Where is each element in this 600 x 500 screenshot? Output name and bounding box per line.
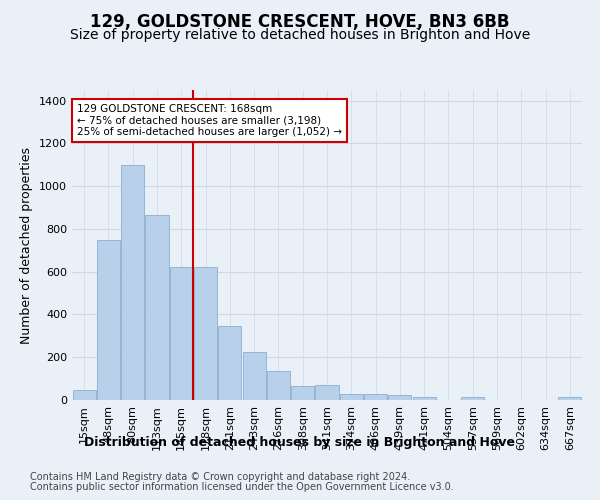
Text: Size of property relative to detached houses in Brighton and Hove: Size of property relative to detached ho… bbox=[70, 28, 530, 42]
Text: 129, GOLDSTONE CRESCENT, HOVE, BN3 6BB: 129, GOLDSTONE CRESCENT, HOVE, BN3 6BB bbox=[90, 12, 510, 30]
Bar bbox=[267, 371, 290, 400]
Bar bbox=[121, 165, 144, 400]
Bar bbox=[170, 268, 193, 400]
Text: Contains public sector information licensed under the Open Government Licence v3: Contains public sector information licen… bbox=[30, 482, 454, 492]
Bar bbox=[340, 394, 363, 400]
Bar bbox=[559, 398, 581, 400]
Text: 129 GOLDSTONE CRESCENT: 168sqm
← 75% of detached houses are smaller (3,198)
25% : 129 GOLDSTONE CRESCENT: 168sqm ← 75% of … bbox=[77, 104, 342, 137]
Y-axis label: Number of detached properties: Number of detached properties bbox=[20, 146, 34, 344]
Bar bbox=[97, 240, 120, 400]
Text: Distribution of detached houses by size in Brighton and Hove: Distribution of detached houses by size … bbox=[85, 436, 515, 449]
Bar bbox=[316, 385, 338, 400]
Bar bbox=[413, 397, 436, 400]
Bar bbox=[145, 215, 169, 400]
Bar bbox=[73, 390, 95, 400]
Bar bbox=[388, 396, 412, 400]
Bar bbox=[218, 326, 241, 400]
Text: Contains HM Land Registry data © Crown copyright and database right 2024.: Contains HM Land Registry data © Crown c… bbox=[30, 472, 410, 482]
Bar bbox=[194, 268, 217, 400]
Bar bbox=[291, 386, 314, 400]
Bar bbox=[364, 394, 387, 400]
Bar bbox=[242, 352, 266, 400]
Bar bbox=[461, 398, 484, 400]
